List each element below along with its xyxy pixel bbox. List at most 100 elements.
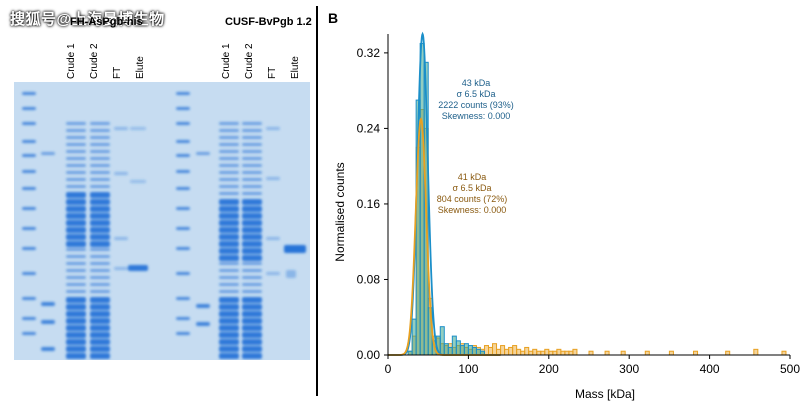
- gel-ladder-band: [176, 272, 190, 275]
- gel-elute-band: [128, 265, 148, 271]
- gel-ladder-band: [22, 247, 36, 250]
- gel-crude-band: [66, 129, 86, 132]
- gel-elute-band: [286, 270, 296, 278]
- gel-crude-band: [219, 164, 239, 167]
- gel-crude-band: [66, 346, 86, 352]
- gel-crude-band: [66, 311, 86, 317]
- gel-crude-band: [242, 220, 262, 226]
- gel-ladder-band: [22, 140, 36, 143]
- gel-crude-band: [242, 318, 262, 324]
- gel-crude-band: [66, 227, 86, 233]
- gel-crude-band: [90, 150, 110, 153]
- gel-crude-band: [90, 122, 110, 125]
- gel-crude-band: [66, 185, 86, 188]
- gel-crude-band: [242, 346, 262, 352]
- gel-ft-band: [266, 272, 280, 275]
- gel-ladder-band: [22, 207, 36, 210]
- gel-ladder-band: [176, 297, 190, 300]
- histogram-bar-series-1: [463, 343, 469, 356]
- gel-crude-band: [90, 290, 110, 293]
- gel-ft-band: [114, 267, 128, 270]
- gel-crude-band: [90, 318, 110, 324]
- gel-crude-band: [219, 297, 239, 303]
- histogram-bar-series-2: [668, 350, 674, 356]
- gel-crude-band: [66, 276, 86, 279]
- gel-crude-band: [219, 346, 239, 352]
- histogram-bar-series-1: [443, 343, 449, 356]
- gel-crude-band: [242, 304, 262, 310]
- gel-ladder-band: [196, 152, 210, 155]
- gel-crude-band: [90, 332, 110, 338]
- histogram-bar-series-2: [564, 350, 570, 356]
- gel-crude-band: [219, 122, 239, 125]
- gel-crude-band: [66, 199, 86, 205]
- gel-crude-band: [242, 185, 262, 188]
- gel-crude-band: [90, 255, 110, 258]
- gel-elute-band: [130, 180, 146, 183]
- gel-crude-band: [242, 339, 262, 345]
- gel-crude-band: [219, 157, 239, 160]
- gel-crude-band: [66, 318, 86, 324]
- gel-ft-band: [114, 172, 128, 175]
- gel-crude-band: [66, 325, 86, 331]
- histogram-bar-series-2: [568, 350, 574, 356]
- gel-crude-band: [90, 164, 110, 167]
- histogram-bar-series-2: [556, 348, 562, 356]
- x-tick-label: 0: [385, 362, 392, 376]
- histogram-bar-series-2: [516, 348, 522, 356]
- gel-crude-band: [219, 213, 239, 219]
- gel-crude-band: [90, 178, 110, 181]
- gel-crude-band: [90, 283, 110, 286]
- annotation-line: σ 6.5 kDa: [452, 183, 491, 193]
- gel-crude-band: [219, 192, 239, 195]
- annotation-line: Skewness: 0.000: [438, 205, 507, 215]
- gel-elute-band: [284, 245, 306, 253]
- x-tick-label: 100: [458, 362, 478, 376]
- gel-crude-band: [242, 227, 262, 233]
- gel-crude-band: [219, 171, 239, 174]
- gel-crude-band: [219, 248, 239, 254]
- gel-right-title: CUSF-BvPgb 1.2: [225, 16, 312, 28]
- gel-crude-band: [90, 171, 110, 174]
- gel-ladder-band: [176, 122, 190, 125]
- gel-crude-band: [242, 157, 262, 160]
- gel-crude-band: [90, 220, 110, 226]
- gel-crude-band: [242, 297, 262, 303]
- gel-crude-band: [66, 332, 86, 338]
- gel-left-lane-elute: Elute: [135, 56, 146, 79]
- gel-crude-band: [242, 269, 262, 272]
- gel-crude-band: [219, 290, 239, 293]
- gel-crude-band: [242, 206, 262, 212]
- annotation-line: 804 counts (72%): [437, 194, 508, 204]
- gel-ladder-band: [41, 320, 55, 324]
- sds-page-gel-image: [14, 82, 310, 360]
- histogram-bar-series-1: [419, 42, 425, 356]
- gel-crude-band: [90, 136, 110, 139]
- gel-crude-band: [219, 325, 239, 331]
- histogram-bar-series-1: [451, 335, 457, 356]
- gel-crude-band: [66, 262, 86, 265]
- gel-ladder-band: [22, 122, 36, 125]
- gel-ft-band: [266, 127, 280, 130]
- gel-ladder-band: [22, 227, 36, 230]
- x-axis-label: Mass [kDa]: [575, 387, 635, 401]
- gel-ladder-band: [196, 322, 210, 326]
- gel-crude-band: [66, 122, 86, 125]
- gel-crude-band: [66, 136, 86, 139]
- gel-crude-band: [242, 283, 262, 286]
- histogram-bar-series-2: [620, 350, 626, 356]
- histogram-bar-series-2: [492, 343, 498, 356]
- x-tick-label: 400: [700, 362, 720, 376]
- histogram-bar-series-2: [512, 345, 518, 356]
- gaussian-fit-series-2: [388, 117, 501, 356]
- histogram-bar-series-1: [455, 340, 461, 356]
- gel-crude-band: [66, 220, 86, 226]
- gel-crude-band: [219, 199, 239, 205]
- histogram-bar-series-2: [572, 348, 578, 356]
- gel-crude-band: [242, 248, 262, 254]
- gel-ladder-band: [176, 207, 190, 210]
- gel-crude-band: [242, 262, 262, 265]
- gel-crude-band: [219, 178, 239, 181]
- gel-ladder-band: [22, 297, 36, 300]
